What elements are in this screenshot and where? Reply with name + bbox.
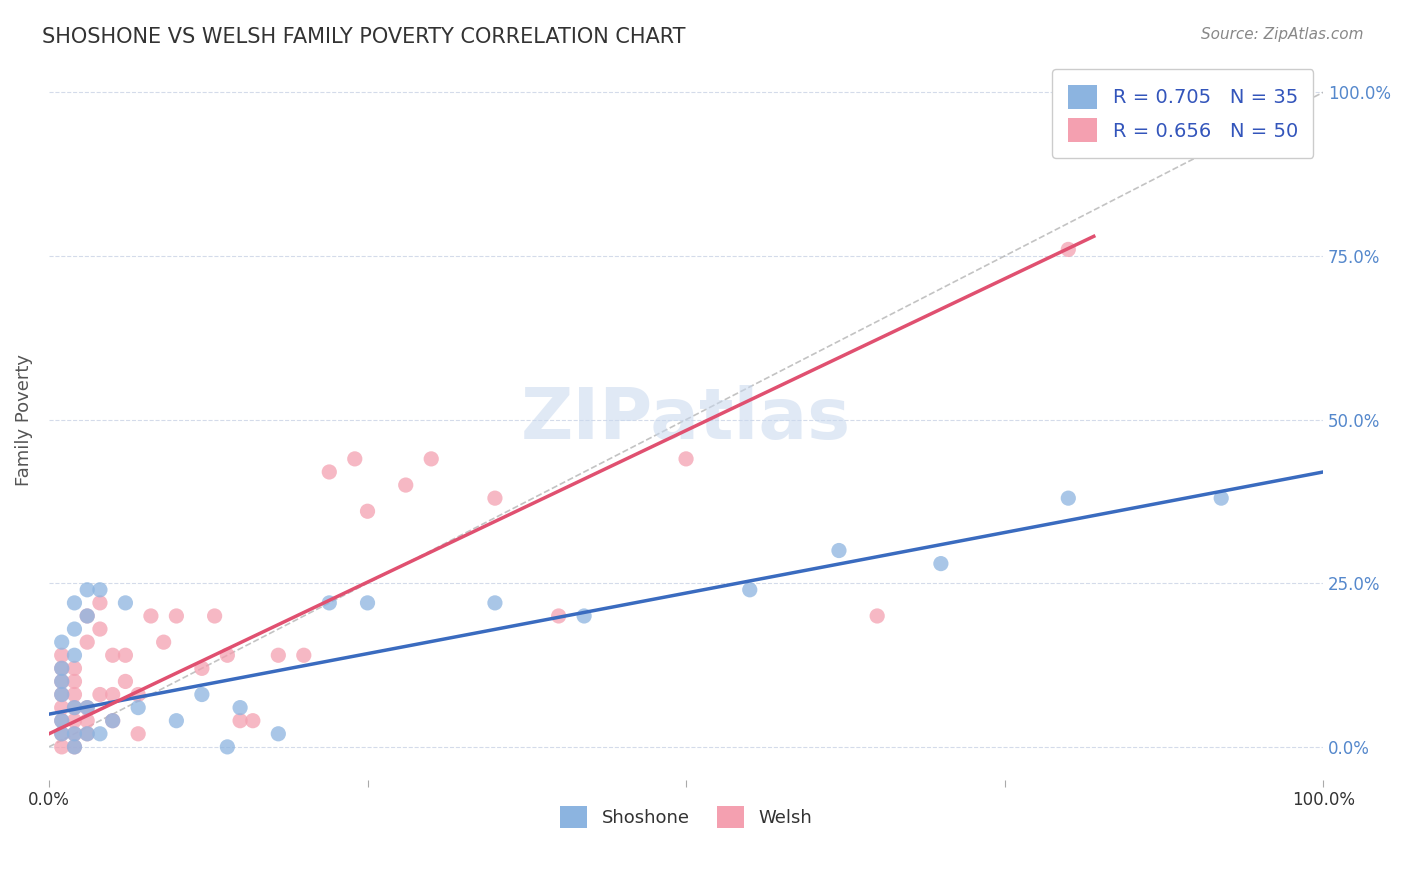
Point bbox=[165, 609, 187, 624]
Point bbox=[127, 727, 149, 741]
Text: Source: ZipAtlas.com: Source: ZipAtlas.com bbox=[1201, 27, 1364, 42]
Point bbox=[217, 739, 239, 754]
Point bbox=[1057, 243, 1080, 257]
Point bbox=[101, 688, 124, 702]
Point bbox=[51, 727, 73, 741]
Point bbox=[318, 465, 340, 479]
Point bbox=[127, 700, 149, 714]
Point bbox=[63, 700, 86, 714]
Point bbox=[356, 504, 378, 518]
Point bbox=[63, 739, 86, 754]
Point bbox=[547, 609, 569, 624]
Point bbox=[76, 700, 98, 714]
Point bbox=[229, 714, 252, 728]
Point bbox=[152, 635, 174, 649]
Point bbox=[51, 674, 73, 689]
Point bbox=[572, 609, 595, 624]
Point bbox=[76, 714, 98, 728]
Point bbox=[395, 478, 418, 492]
Point bbox=[929, 557, 952, 571]
Point bbox=[76, 609, 98, 624]
Point bbox=[51, 727, 73, 741]
Point bbox=[63, 596, 86, 610]
Point bbox=[675, 451, 697, 466]
Y-axis label: Family Poverty: Family Poverty bbox=[15, 353, 32, 485]
Point bbox=[89, 582, 111, 597]
Point bbox=[267, 648, 290, 663]
Point bbox=[484, 491, 506, 505]
Point bbox=[76, 727, 98, 741]
Point bbox=[76, 609, 98, 624]
Point bbox=[292, 648, 315, 663]
Point bbox=[63, 727, 86, 741]
Point bbox=[63, 700, 86, 714]
Point bbox=[114, 648, 136, 663]
Point bbox=[204, 609, 226, 624]
Point bbox=[63, 739, 86, 754]
Point bbox=[866, 609, 889, 624]
Point bbox=[51, 739, 73, 754]
Point bbox=[51, 714, 73, 728]
Point bbox=[242, 714, 264, 728]
Point bbox=[63, 661, 86, 675]
Legend: Shoshone, Welsh: Shoshone, Welsh bbox=[553, 799, 820, 836]
Point bbox=[63, 622, 86, 636]
Point bbox=[114, 596, 136, 610]
Point bbox=[51, 648, 73, 663]
Point bbox=[76, 700, 98, 714]
Point bbox=[114, 674, 136, 689]
Point bbox=[89, 622, 111, 636]
Point bbox=[89, 688, 111, 702]
Point bbox=[191, 661, 214, 675]
Point bbox=[318, 596, 340, 610]
Point bbox=[420, 451, 443, 466]
Point bbox=[51, 714, 73, 728]
Text: SHOSHONE VS WELSH FAMILY POVERTY CORRELATION CHART: SHOSHONE VS WELSH FAMILY POVERTY CORRELA… bbox=[42, 27, 686, 46]
Point bbox=[76, 727, 98, 741]
Point bbox=[229, 700, 252, 714]
Point bbox=[63, 688, 86, 702]
Point bbox=[63, 674, 86, 689]
Point bbox=[217, 648, 239, 663]
Point bbox=[127, 688, 149, 702]
Point bbox=[1211, 491, 1233, 505]
Point bbox=[101, 714, 124, 728]
Point bbox=[139, 609, 162, 624]
Point bbox=[51, 661, 73, 675]
Point bbox=[51, 700, 73, 714]
Point bbox=[191, 688, 214, 702]
Point bbox=[51, 674, 73, 689]
Point bbox=[63, 648, 86, 663]
Point bbox=[51, 661, 73, 675]
Point bbox=[1057, 491, 1080, 505]
Point bbox=[76, 635, 98, 649]
Point bbox=[828, 543, 851, 558]
Point bbox=[89, 727, 111, 741]
Text: ZIPatlas: ZIPatlas bbox=[522, 385, 851, 454]
Point bbox=[51, 688, 73, 702]
Point bbox=[101, 648, 124, 663]
Point bbox=[76, 582, 98, 597]
Point bbox=[51, 688, 73, 702]
Point bbox=[63, 727, 86, 741]
Point bbox=[356, 596, 378, 610]
Point bbox=[738, 582, 761, 597]
Point bbox=[267, 727, 290, 741]
Point bbox=[63, 714, 86, 728]
Point bbox=[165, 714, 187, 728]
Point bbox=[101, 714, 124, 728]
Point bbox=[343, 451, 366, 466]
Point bbox=[51, 635, 73, 649]
Point bbox=[89, 596, 111, 610]
Point bbox=[484, 596, 506, 610]
